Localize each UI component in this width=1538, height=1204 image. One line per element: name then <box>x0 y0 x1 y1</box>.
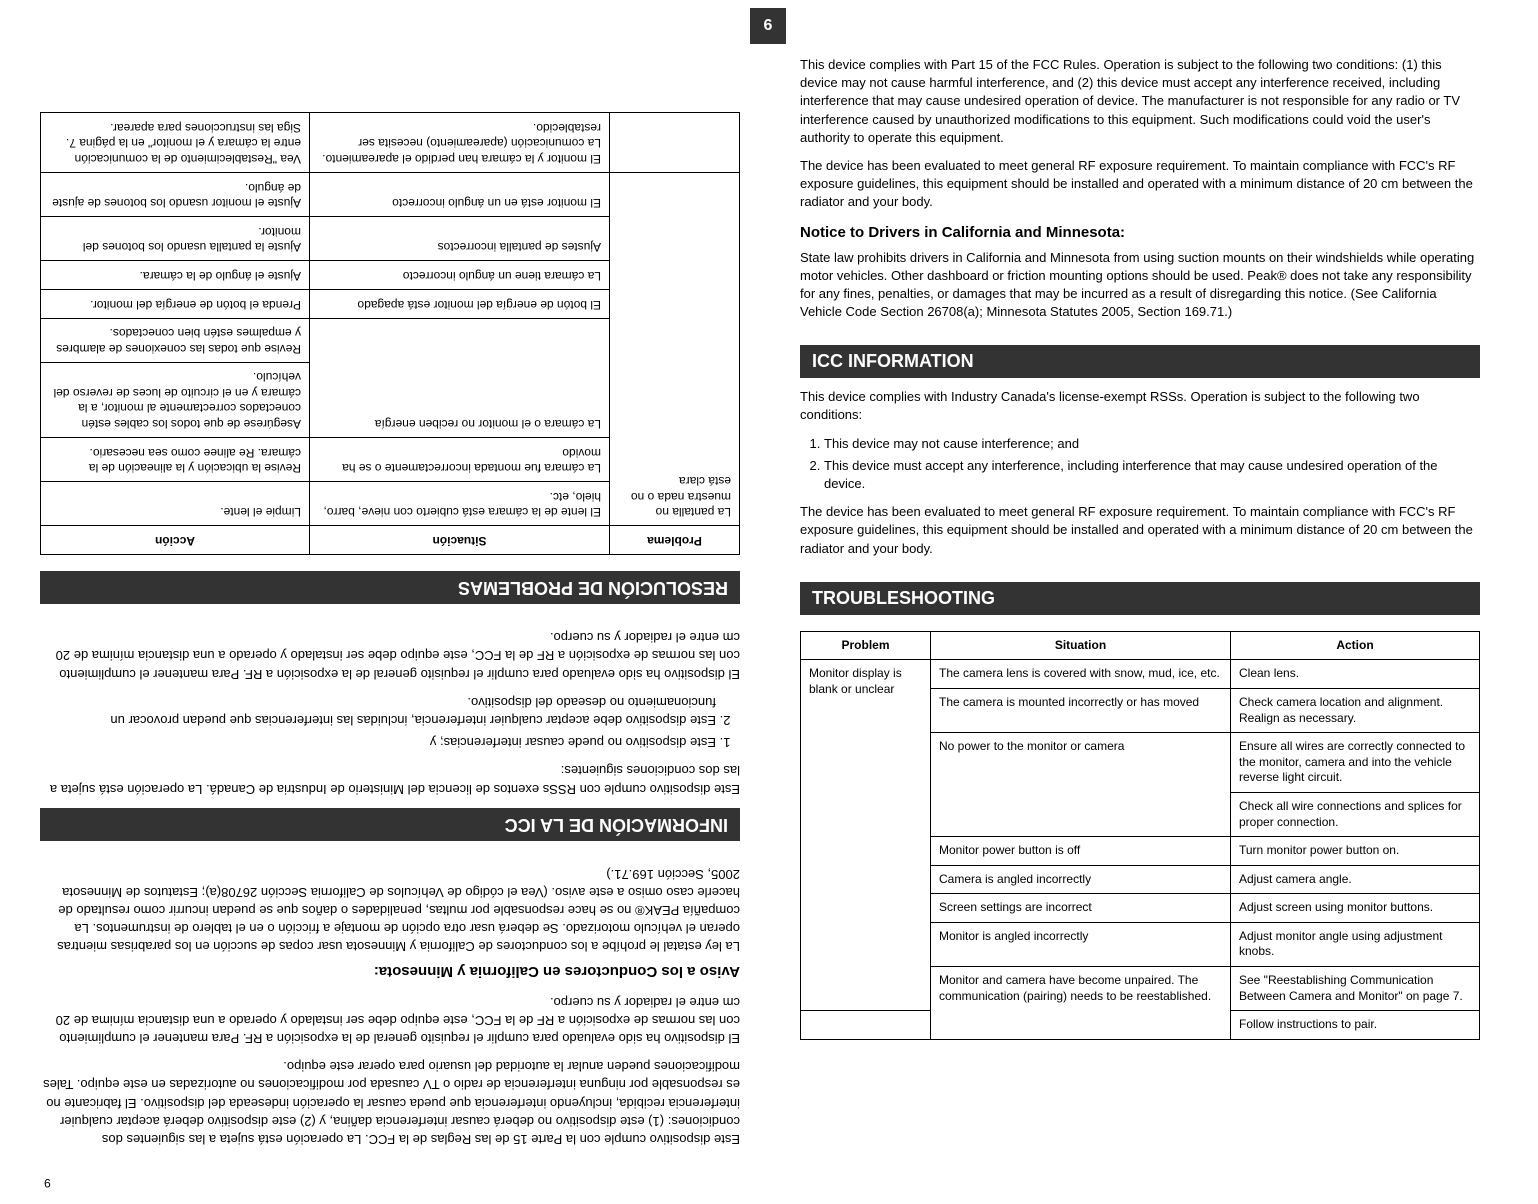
fcc-para-1: This device complies with Part 15 of the… <box>800 56 1480 147</box>
cell-r6c3: Adjust screen using monitor buttons. <box>1231 894 1480 923</box>
cell-r8c3a: See "Reestablishing Communication Betwee… <box>1231 967 1480 1011</box>
col-situation: Situation <box>931 631 1231 660</box>
es-col-situation: Situación <box>310 526 610 555</box>
es-cell-r6c2: Ajustes de pantalla incorrectos <box>310 217 610 261</box>
cell-r3c2: No power to the monitor or camera <box>931 733 1231 837</box>
cell-r5c2: Camera is angled incorrectly <box>931 865 1231 894</box>
trouble-es-header: RESOLUCIÓN DE PROBLEMAS <box>40 571 740 604</box>
icc-body-1: This device complies with Industry Canad… <box>800 388 1480 424</box>
icc-header-text: ICC INFORMATION <box>812 351 974 371</box>
es-cell-problem-1: La pantalla no muestra nada o no está cl… <box>610 172 740 526</box>
icc-item-2: This device must accept any interference… <box>824 457 1480 493</box>
cell-r8c2: Monitor and camera have become unpaired.… <box>931 967 1231 1040</box>
es-cell-r7c2: El monitor está en un ángulo incorrecto <box>310 172 610 216</box>
fcc-es-para-2: El dispositivo ha sido evaluado para cum… <box>40 993 740 1048</box>
cell-r4c2: Monitor power button is off <box>931 837 1231 866</box>
fcc-para-2: The device has been evaluated to meet ge… <box>800 157 1480 212</box>
icc-item-1: This device may not cause interference; … <box>824 435 1480 453</box>
es-cell-r2c3: Revise la ubicación y la alineación de l… <box>41 438 310 482</box>
col-action: Action <box>1231 631 1480 660</box>
cell-r1c3: Clean lens. <box>1231 660 1480 689</box>
es-col-action: Acción <box>41 526 310 555</box>
icc-body-2: The device has been evaluated to meet ge… <box>800 503 1480 558</box>
page-left: Este dispositivo cumple con la Parte 15 … <box>0 0 760 1204</box>
cell-r3c3a: Ensure all wires are correctly connected… <box>1231 733 1480 793</box>
cell-r7c3: Adjust monitor angle using adjustment kn… <box>1231 922 1480 966</box>
troubleshooting-header-text: TROUBLESHOOTING <box>812 588 995 608</box>
notice-es-body: La ley estatal le prohíbe a los conducto… <box>40 865 740 956</box>
icc-es-body-2: El dispositivo ha sido evaluado para cum… <box>40 628 740 683</box>
cell-r6c2: Screen settings are incorrect <box>931 894 1231 923</box>
notice-heading: Notice to Drivers in California and Minn… <box>800 222 1480 243</box>
cell-r2c2: The camera is mounted incorrectly or has… <box>931 688 1231 732</box>
es-cell-r3c3a: Asegúrese de que todos los cables estén … <box>41 362 310 437</box>
es-cell-r1c2: El lente de la cámara está cubierto con … <box>310 482 610 526</box>
es-col-problem: Problema <box>610 526 740 555</box>
cell-r4c3: Turn monitor power button on. <box>1231 837 1480 866</box>
troubleshooting-header: TROUBLESHOOTING <box>800 582 1480 615</box>
fcc-es-para-1: Este dispositivo cumple con la Parte 15 … <box>40 1057 740 1148</box>
cell-r3c3b: Check all wire connections and splices f… <box>1231 792 1480 836</box>
cell-r7c2: Monitor is angled incorrectly <box>931 922 1231 966</box>
es-cell-r5c3: Ajuste el ángulo de la cámara. <box>41 261 310 290</box>
es-cell-r7c3: Ajuste el monitor usando los botones de … <box>41 172 310 216</box>
es-cell-r5c2: La cámara tiene un ángulo incorrecto <box>310 261 610 290</box>
trouble-es-header-text: RESOLUCIÓN DE PROBLEMAS <box>458 578 728 598</box>
es-cell-r2c2: La cámara fue montada incorrectamente o … <box>310 438 610 482</box>
icc-list: This device may not cause interference; … <box>824 435 1480 494</box>
troubleshooting-table: Problem Situation Action Monitor display… <box>800 631 1480 1040</box>
cell-r2c3: Check camera location and alignment. Rea… <box>1231 688 1480 732</box>
es-cell-r3c3b: Revise que todas las conexiones de alamb… <box>41 318 310 362</box>
icc-header: ICC INFORMATION <box>800 345 1480 378</box>
notice-body: State law prohibits drivers in Californi… <box>800 249 1480 322</box>
cell-r8c3b: Follow instructions to pair. <box>1231 1011 1480 1040</box>
es-cell-r1c3: Limpie el lente. <box>41 482 310 526</box>
es-cell-r8c3a: Vea "Restablecimiento de la comunicación… <box>41 113 310 173</box>
es-cell-r3c2: La cámara o el monitor no reciben energí… <box>310 318 610 438</box>
icc-es-list: Este dispositivo no puede causar interfe… <box>40 693 716 752</box>
es-cell-r6c3: Ajuste la pantalla usando los botones de… <box>41 217 310 261</box>
icc-es-body-1: Este dispositivo cumple con RSSs exentos… <box>40 761 740 797</box>
es-cell-r4c2: El botón de energía del monitor está apa… <box>310 289 610 318</box>
notice-es-heading: Aviso a los Conductores en California y … <box>40 962 740 983</box>
icc-es-header: INFORMACIÓN DE LA ICC <box>40 808 740 841</box>
cell-r1c2: The camera lens is covered with snow, mu… <box>931 660 1231 689</box>
page-right: This device complies with Part 15 of the… <box>780 0 1520 1060</box>
icc-es-item-1: Este dispositivo no puede causar interfe… <box>40 733 716 751</box>
es-cell-r4c3: Prenda el botón de energía del monitor. <box>41 289 310 318</box>
cell-spacer <box>801 1011 931 1040</box>
icc-es-item-2: Este dispositivo debe aceptar cualquier … <box>40 693 716 729</box>
icc-es-header-text: INFORMACIÓN DE LA ICC <box>505 815 728 835</box>
trouble-es-table: Problema Situación Acción La pantalla no… <box>40 112 740 555</box>
cell-problem-1: Monitor display is blank or unclear <box>801 660 931 1011</box>
es-cell-spacer <box>610 113 740 173</box>
cell-r5c3: Adjust camera angle. <box>1231 865 1480 894</box>
es-cell-r8c2: El monitor y la cámara han perdido el ap… <box>310 113 610 173</box>
col-problem: Problem <box>801 631 931 660</box>
